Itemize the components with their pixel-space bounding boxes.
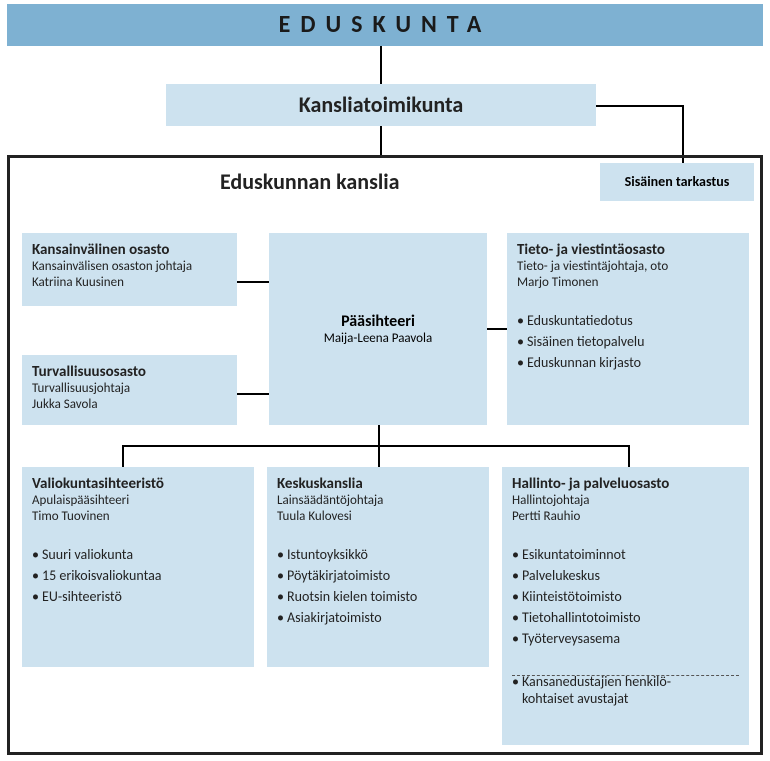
keskus-box: Keskuskanslia Lainsäädäntöjohtaja Tuula … bbox=[267, 467, 489, 667]
list-item: 15 erikoisvaliokuntaa bbox=[32, 565, 244, 586]
hallinto-box: Hallinto- ja palveluosasto Hallintojohta… bbox=[502, 467, 749, 745]
list-item: Ruotsin kielen toimisto bbox=[277, 586, 479, 607]
kv-osasto-box: Kansainvälinen osasto Kansainvälisen osa… bbox=[22, 233, 237, 306]
list-item: Esikuntatoiminnot bbox=[512, 544, 739, 565]
paasihteeri-title: Pääsihteeri bbox=[279, 312, 477, 331]
kv-osasto-name: Katriina Kuusinen bbox=[32, 275, 227, 291]
list-item: Suuri valiokunta bbox=[32, 544, 244, 565]
hallinto-list: Esikuntatoiminnot Palvelukeskus Kiinteis… bbox=[512, 544, 739, 649]
connector bbox=[380, 126, 382, 156]
list-item: Työterveysasema bbox=[512, 628, 739, 649]
connector bbox=[487, 328, 507, 330]
list-item: Pöytäkirjatoimisto bbox=[277, 565, 479, 586]
kansliatoimikunta-box: Kansliatoimikunta bbox=[166, 84, 596, 126]
list-item: EU-sihteeristö bbox=[32, 586, 244, 607]
keskus-title: Keskuskanslia bbox=[277, 475, 479, 493]
list-item: Asiakirjatoimisto bbox=[277, 607, 479, 628]
connector bbox=[596, 105, 684, 107]
valio-title: Valiokuntasihteeristö bbox=[32, 475, 244, 493]
sisainen-tarkastus-box: Sisäinen tarkastus bbox=[600, 163, 754, 201]
keskus-name: Tuula Kulovesi bbox=[277, 509, 479, 525]
connector bbox=[628, 445, 630, 467]
valio-role: Apulaispääsihteeri bbox=[32, 493, 244, 509]
turva-title: Turvallisuusosasto bbox=[32, 363, 227, 381]
connector bbox=[380, 46, 382, 84]
connector bbox=[122, 445, 630, 447]
tieto-box: Tieto- ja viestintäosasto Tieto- ja vies… bbox=[507, 233, 749, 425]
connector bbox=[237, 281, 269, 283]
hallinto-title: Hallinto- ja palveluosasto bbox=[512, 475, 739, 493]
list-item: Palvelukeskus bbox=[512, 565, 739, 586]
header-title: EDUSKUNTA bbox=[279, 10, 492, 39]
turva-box: Turvallisuusosasto Turvallisuusjohtaja J… bbox=[22, 355, 237, 425]
tieto-role: Tieto- ja viestintäjohtaja, oto bbox=[517, 259, 739, 275]
connector bbox=[378, 445, 380, 467]
keskus-role: Lainsäädäntöjohtaja bbox=[277, 493, 479, 509]
paasihteeri-box: Pääsihteeri Maija-Leena Paavola bbox=[269, 233, 487, 425]
list-item: Eduskuntatiedotus bbox=[517, 310, 739, 331]
connector bbox=[237, 393, 269, 395]
kansliatoimikunta-label: Kansliatoimikunta bbox=[299, 91, 464, 118]
tieto-title: Tieto- ja viestintäosasto bbox=[517, 241, 739, 259]
sisainen-tarkastus-label: Sisäinen tarkastus bbox=[625, 173, 730, 190]
list-item: Eduskunnan kirjasto bbox=[517, 352, 739, 373]
keskus-list: Istuntoyksikkö Pöytäkirjatoimisto Ruotsi… bbox=[277, 544, 479, 628]
connector bbox=[122, 445, 124, 467]
kv-osasto-role: Kansainvälisen osaston johtaja bbox=[32, 259, 227, 275]
connector bbox=[378, 425, 380, 447]
hallinto-extra-list: Kansanedustajien henkilö- kohtaiset avus… bbox=[512, 671, 739, 709]
turva-role: Turvallisuusjohtaja bbox=[32, 381, 227, 397]
tieto-name: Marjo Timonen bbox=[517, 275, 739, 291]
valio-box: Valiokuntasihteeristö Apulaispääsihteeri… bbox=[22, 467, 254, 667]
list-item: Kansanedustajien henkilö- kohtaiset avus… bbox=[512, 671, 739, 709]
valio-name: Timo Tuovinen bbox=[32, 509, 244, 525]
tieto-list: Eduskuntatiedotus Sisäinen tietopalvelu … bbox=[517, 310, 739, 373]
kanslia-title: Eduskunnan kanslia bbox=[220, 168, 400, 195]
turva-name: Jukka Savola bbox=[32, 397, 227, 413]
hallinto-name: Pertti Rauhio bbox=[512, 509, 739, 525]
paasihteeri-name: Maija-Leena Paavola bbox=[279, 331, 477, 346]
list-item: Sisäinen tietopalvelu bbox=[517, 331, 739, 352]
list-item: Tietohallintotoimisto bbox=[512, 607, 739, 628]
hallinto-role: Hallintojohtaja bbox=[512, 493, 739, 509]
valio-list: Suuri valiokunta 15 erikoisvaliokuntaa E… bbox=[32, 544, 244, 607]
header-bar: EDUSKUNTA bbox=[7, 4, 763, 46]
list-item: Istuntoyksikkö bbox=[277, 544, 479, 565]
list-item: Kiinteistötoimisto bbox=[512, 586, 739, 607]
kv-osasto-title: Kansainvälinen osasto bbox=[32, 241, 227, 259]
